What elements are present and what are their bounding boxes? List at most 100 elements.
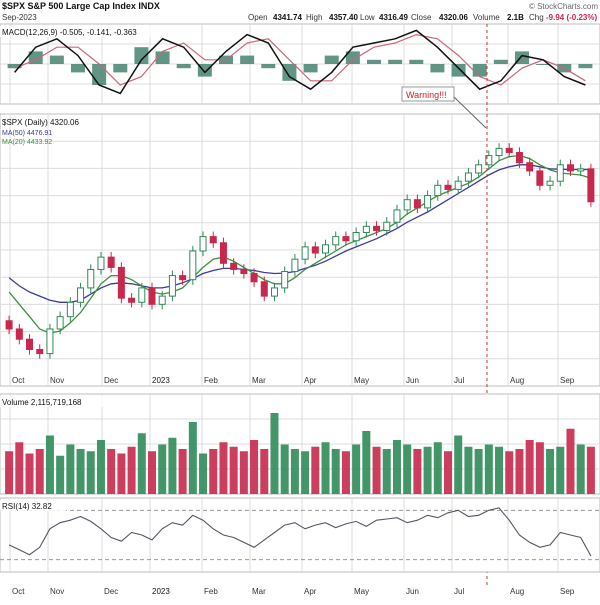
- volume-bar: [35, 449, 44, 494]
- sma20-legend: MA(20) 4433.92: [2, 139, 52, 146]
- volume-bar: [576, 444, 585, 494]
- price-x-tick-label: Dec: [104, 376, 118, 385]
- candle-body: [454, 180, 462, 190]
- volume-bar: [168, 437, 177, 494]
- candle-body: [403, 199, 411, 211]
- price-x-tick-label: May: [354, 376, 369, 385]
- price-x-tick-label: Apr: [304, 376, 317, 385]
- macd-panel: MACD(12,26,9) -0.505, -0.141, -0.363: [0, 23, 600, 105]
- rsi-title: RSI(14) 32.82: [2, 502, 52, 511]
- macd-histogram-bar: [71, 64, 85, 73]
- macd-histogram-bar: [176, 64, 191, 69]
- volume-bar: [433, 442, 442, 494]
- volume-bar: [331, 449, 340, 494]
- price-x-tick-label: Mar: [252, 376, 266, 385]
- volume-bar: [423, 446, 432, 494]
- candle-body: [77, 287, 85, 303]
- candle-body: [566, 164, 574, 172]
- rsi-x-tick-label: Feb: [204, 587, 218, 596]
- candle-body: [444, 184, 452, 190]
- open-label: Open: [248, 13, 268, 22]
- volume-bar: [199, 453, 208, 494]
- volume-label: Volume: [473, 13, 500, 22]
- macd-signal-line: [14, 33, 586, 86]
- candle-body: [526, 162, 534, 172]
- low-label: Low: [360, 13, 375, 22]
- macd-histogram-bar: [472, 64, 487, 77]
- macd-histogram-bar: [134, 47, 149, 64]
- candle-body: [301, 246, 309, 260]
- close-label: Close: [411, 13, 432, 22]
- candle-body: [495, 147, 503, 157]
- volume-bar: [209, 449, 218, 494]
- volume-bar: [56, 455, 65, 494]
- volume-bar: [25, 453, 34, 494]
- candle-body: [97, 256, 105, 270]
- volume-bar: [484, 444, 493, 494]
- volume-bar: [454, 435, 463, 494]
- macd-histogram-bar: [324, 55, 339, 64]
- candle-body: [311, 246, 319, 254]
- sma50-legend: MA(50) 4476.91: [2, 130, 52, 137]
- macd-histogram-bar: [49, 55, 64, 64]
- rsi-x-tick-label: Mar: [252, 587, 266, 596]
- candle-body: [362, 225, 370, 234]
- candle-body: [434, 184, 442, 197]
- candle-body: [240, 268, 248, 275]
- macd-histogram-bar: [282, 64, 297, 81]
- volume-value: 2.1B: [507, 13, 524, 22]
- macd-histogram-bar: [578, 64, 593, 69]
- rsi-x-tick-label: Dec: [104, 587, 118, 596]
- high-value: 4357.40: [329, 13, 358, 22]
- volume-bar: [321, 442, 330, 494]
- volume-bar: [495, 446, 504, 494]
- volume-bar: [341, 451, 350, 494]
- volume-bar: [362, 431, 371, 494]
- volume-bar: [86, 451, 95, 494]
- candle-body: [413, 199, 421, 209]
- candle-body: [230, 262, 238, 270]
- sma20-line: [8, 154, 592, 334]
- price-x-tick-label: 2023: [152, 376, 170, 385]
- volume-bar: [76, 449, 85, 494]
- rsi-x-tick-label: Jul: [454, 587, 464, 596]
- candle-body: [556, 164, 564, 182]
- candle-body: [260, 281, 268, 297]
- candle-body: [209, 236, 217, 244]
- macd-title: MACD(12,26,9) -0.505, -0.141, -0.363: [2, 28, 137, 37]
- candle-body: [485, 155, 493, 166]
- macd-histogram-bar: [493, 59, 508, 64]
- candle-body: [250, 273, 258, 283]
- candle-body: [515, 151, 523, 164]
- macd-title-bg: [0, 26, 152, 37]
- volume-title: Volume 2,115,719,168: [2, 398, 82, 407]
- candle-body: [322, 244, 330, 254]
- volume-bar: [178, 449, 187, 494]
- rsi-x-tick-label: 2023: [152, 587, 170, 596]
- volume-bar: [270, 413, 279, 494]
- candle-body: [148, 287, 156, 305]
- volume-bar: [66, 444, 75, 494]
- price-panel: Warning!!! $SPX (Daily) 4320.06 MA(50) 447…: [0, 24, 600, 588]
- volume-bar: [127, 446, 136, 494]
- candle-body: [15, 328, 23, 340]
- volume-bar: [403, 444, 412, 494]
- candle-body: [56, 316, 64, 330]
- volume-bar: [301, 451, 310, 494]
- candle-body: [577, 168, 585, 172]
- macd-histogram-bar: [430, 64, 445, 73]
- high-label: High: [306, 13, 322, 22]
- volume-bar: [188, 422, 197, 494]
- candle-body: [383, 221, 391, 231]
- candle-body: [179, 275, 187, 281]
- volume-bar: [525, 440, 534, 494]
- candle-body: [546, 180, 554, 186]
- volume-bar: [45, 435, 54, 494]
- watermark: © StockCharts.com: [529, 2, 598, 11]
- price-x-tick-label: Nov: [50, 376, 64, 385]
- macd-histogram-bar: [388, 59, 403, 64]
- macd-histogram-bar: [113, 64, 128, 73]
- volume-bar: [566, 428, 575, 494]
- low-value: 4316.49: [379, 13, 408, 22]
